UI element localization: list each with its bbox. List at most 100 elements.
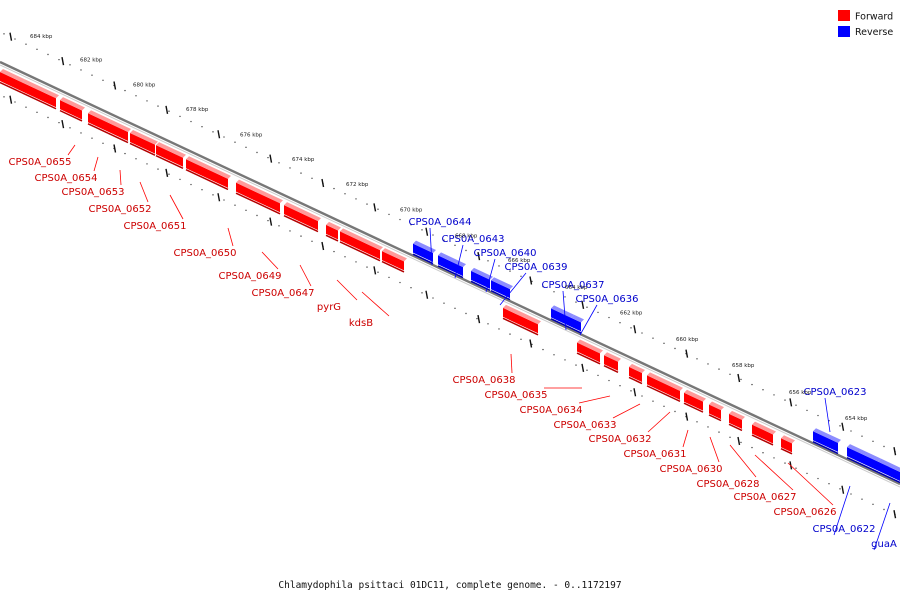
scale-dot [168, 110, 170, 112]
forward-gene-label: CPS0A_0627 [733, 492, 796, 503]
scale-dot [674, 410, 676, 413]
forward-gene-top [729, 410, 745, 420]
scale-dot [707, 426, 709, 428]
scale-dot [883, 445, 885, 448]
scale-dot [564, 296, 566, 298]
forward-gene-shadow [0, 81, 23, 94]
forward-gene-face [629, 366, 642, 383]
forward-gene-shadow [21, 92, 57, 110]
forward-gene-shadow [780, 448, 793, 455]
forward-gene-face [752, 424, 773, 444]
scale-tick [633, 388, 637, 397]
scale-dot [289, 167, 291, 169]
forward-gene [59, 97, 85, 122]
forward-gene [576, 339, 603, 365]
forward-gene-face [729, 413, 742, 429]
scale-dot [91, 74, 93, 76]
reverse-gene-face [571, 317, 581, 332]
scale-dot [344, 193, 346, 195]
reverse-gene-top [571, 314, 584, 323]
scale-dot [795, 404, 797, 406]
reverse-gene-shadow [812, 441, 839, 455]
scale-dot [597, 374, 599, 377]
scale-dot [476, 317, 478, 320]
reverse-gene [570, 314, 584, 334]
scale-dot [696, 421, 698, 423]
scale-dot [355, 198, 357, 200]
scale-dot [740, 441, 742, 444]
scale-tick [425, 290, 429, 299]
forward-leader-line [361, 291, 390, 317]
scale-dot [696, 358, 698, 360]
reverse-gene-label: CPS0A_0640 [473, 248, 536, 259]
forward-gene-label: CPS0A_0628 [696, 479, 759, 490]
kbp-label: 664 kbp [565, 285, 588, 291]
reverse-leader-line [824, 397, 831, 433]
scale-tick [9, 32, 13, 41]
forward-gene [780, 435, 795, 455]
forward-gene-label: CPS0A_0650 [173, 248, 236, 259]
scale-dot [575, 301, 577, 303]
kbp-label: 662 kbp [620, 311, 643, 317]
scale-dot [839, 425, 841, 427]
scale-dot [751, 383, 753, 386]
reverse-gene-top [813, 428, 841, 443]
scale-tick [477, 314, 481, 324]
forward-gene [107, 119, 131, 144]
scale-dot [740, 378, 742, 381]
scale-dot [784, 399, 786, 401]
forward-gene-shadow [628, 376, 643, 385]
scale-tick [893, 447, 897, 456]
forward-gene-face [284, 205, 318, 231]
forward-gene-shadow [683, 402, 704, 413]
forward-gene-face [781, 438, 792, 453]
scale-dot [267, 219, 269, 222]
forward-gene-top [186, 156, 231, 179]
scale-dot [3, 96, 5, 98]
forward-gene-top [0, 69, 25, 83]
forward-leader-line [754, 454, 794, 491]
scale-dot [278, 162, 280, 164]
scale-dot [377, 208, 379, 210]
scale-dot [410, 287, 412, 289]
scale-tick [893, 510, 897, 519]
scale-tick [373, 203, 377, 212]
kbp-label: 676 kbp [240, 133, 263, 139]
reverse-gene-shadow [877, 471, 900, 484]
forward-leader-line [682, 429, 689, 448]
scale-dot [586, 306, 588, 308]
reverse-gene-top [551, 305, 574, 318]
forward-gene-shadow [129, 142, 156, 156]
scale-dot [289, 230, 291, 232]
forward-gene-shadow [107, 132, 129, 144]
scale-dot [135, 158, 137, 160]
scale-dot [311, 177, 313, 179]
forward-gene [502, 304, 541, 336]
scale-tick [217, 193, 221, 202]
scale-dot [223, 136, 225, 138]
scale-tick [685, 349, 689, 358]
scale-tick [165, 105, 169, 114]
scale-dot [762, 389, 764, 391]
scale-dot [498, 265, 500, 267]
reverse-gene-label: CPS0A_0623 [803, 387, 866, 398]
kbp-label: 660 kbp [676, 337, 699, 343]
forward-gene-shadow [751, 434, 774, 446]
reverse-leader-line [579, 304, 598, 336]
scale-tick [737, 373, 741, 383]
scale-dot [487, 323, 489, 325]
forward-gene-top [156, 142, 186, 158]
forward-gene-shadow [576, 352, 601, 365]
reverse-gene [846, 444, 881, 473]
scale-dot [135, 95, 137, 97]
kbp-label: 682 kbp [80, 58, 103, 64]
forward-gene-label: CPS0A_0626 [773, 507, 836, 518]
scale-dot [861, 435, 863, 437]
forward-gene-shadow [339, 241, 381, 262]
scale-dot [872, 440, 874, 443]
scale-dot [443, 239, 445, 241]
scale-dot [179, 115, 181, 118]
scale-dot [399, 281, 401, 284]
scale-dot [245, 146, 247, 149]
